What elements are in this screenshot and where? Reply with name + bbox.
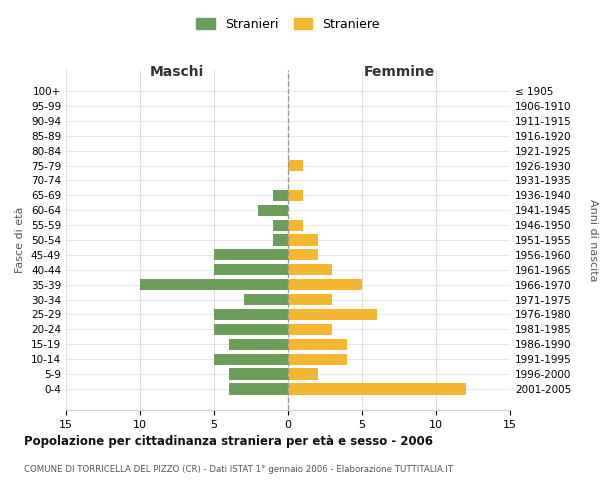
Bar — [229, 338, 288, 350]
Bar — [288, 354, 347, 365]
Bar — [288, 234, 317, 246]
Bar — [288, 160, 303, 171]
Bar — [214, 264, 288, 276]
Bar — [140, 279, 288, 290]
Bar — [288, 279, 362, 290]
Bar — [288, 309, 377, 320]
Text: Maschi: Maschi — [150, 65, 204, 79]
Y-axis label: Anni di nascita: Anni di nascita — [588, 198, 598, 281]
Bar — [288, 324, 332, 335]
Y-axis label: Fasce di età: Fasce di età — [16, 207, 25, 273]
Bar — [214, 250, 288, 260]
Bar — [288, 338, 347, 350]
Bar — [244, 294, 288, 305]
Bar — [273, 234, 288, 246]
Bar — [214, 324, 288, 335]
Bar — [229, 384, 288, 394]
Legend: Stranieri, Straniere: Stranieri, Straniere — [190, 11, 386, 37]
Bar — [214, 309, 288, 320]
Bar — [273, 190, 288, 201]
Text: COMUNE DI TORRICELLA DEL PIZZO (CR) - Dati ISTAT 1° gennaio 2006 - Elaborazione : COMUNE DI TORRICELLA DEL PIZZO (CR) - Da… — [24, 465, 453, 474]
Bar — [259, 204, 288, 216]
Bar — [229, 368, 288, 380]
Bar — [273, 220, 288, 230]
Bar — [288, 368, 317, 380]
Bar — [214, 354, 288, 365]
Bar — [288, 190, 303, 201]
Bar — [288, 294, 332, 305]
Text: Femmine: Femmine — [364, 65, 434, 79]
Bar — [288, 250, 317, 260]
Bar — [288, 384, 466, 394]
Bar — [288, 220, 303, 230]
Text: Popolazione per cittadinanza straniera per età e sesso - 2006: Popolazione per cittadinanza straniera p… — [24, 435, 433, 448]
Bar — [288, 264, 332, 276]
